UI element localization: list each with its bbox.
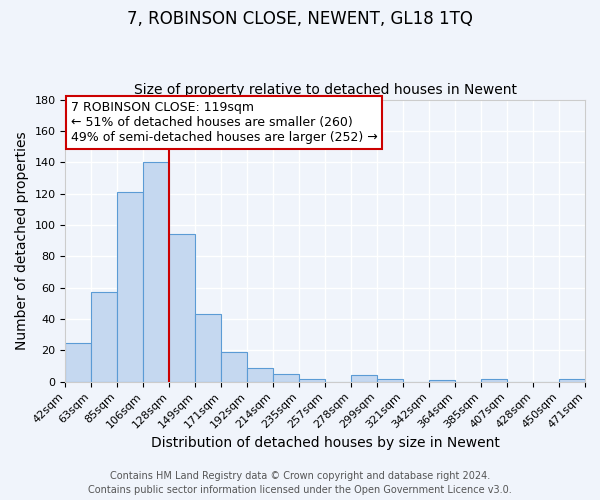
Bar	[481, 378, 507, 382]
X-axis label: Distribution of detached houses by size in Newent: Distribution of detached houses by size …	[151, 436, 500, 450]
Bar	[196, 314, 221, 382]
Text: 7, ROBINSON CLOSE, NEWENT, GL18 1TQ: 7, ROBINSON CLOSE, NEWENT, GL18 1TQ	[127, 10, 473, 28]
Title: Size of property relative to detached houses in Newent: Size of property relative to detached ho…	[134, 83, 517, 97]
Bar	[247, 368, 273, 382]
Bar	[118, 192, 143, 382]
Bar	[559, 378, 585, 382]
Text: Contains HM Land Registry data © Crown copyright and database right 2024.
Contai: Contains HM Land Registry data © Crown c…	[88, 471, 512, 495]
Bar	[299, 378, 325, 382]
Bar	[351, 376, 377, 382]
Bar	[65, 342, 91, 382]
Bar	[273, 374, 299, 382]
Bar	[169, 234, 196, 382]
Text: 7 ROBINSON CLOSE: 119sqm
← 51% of detached houses are smaller (260)
49% of semi-: 7 ROBINSON CLOSE: 119sqm ← 51% of detach…	[71, 101, 377, 144]
Bar	[429, 380, 455, 382]
Bar	[143, 162, 169, 382]
Bar	[91, 292, 118, 382]
Bar	[377, 378, 403, 382]
Bar	[221, 352, 247, 382]
Y-axis label: Number of detached properties: Number of detached properties	[15, 132, 29, 350]
